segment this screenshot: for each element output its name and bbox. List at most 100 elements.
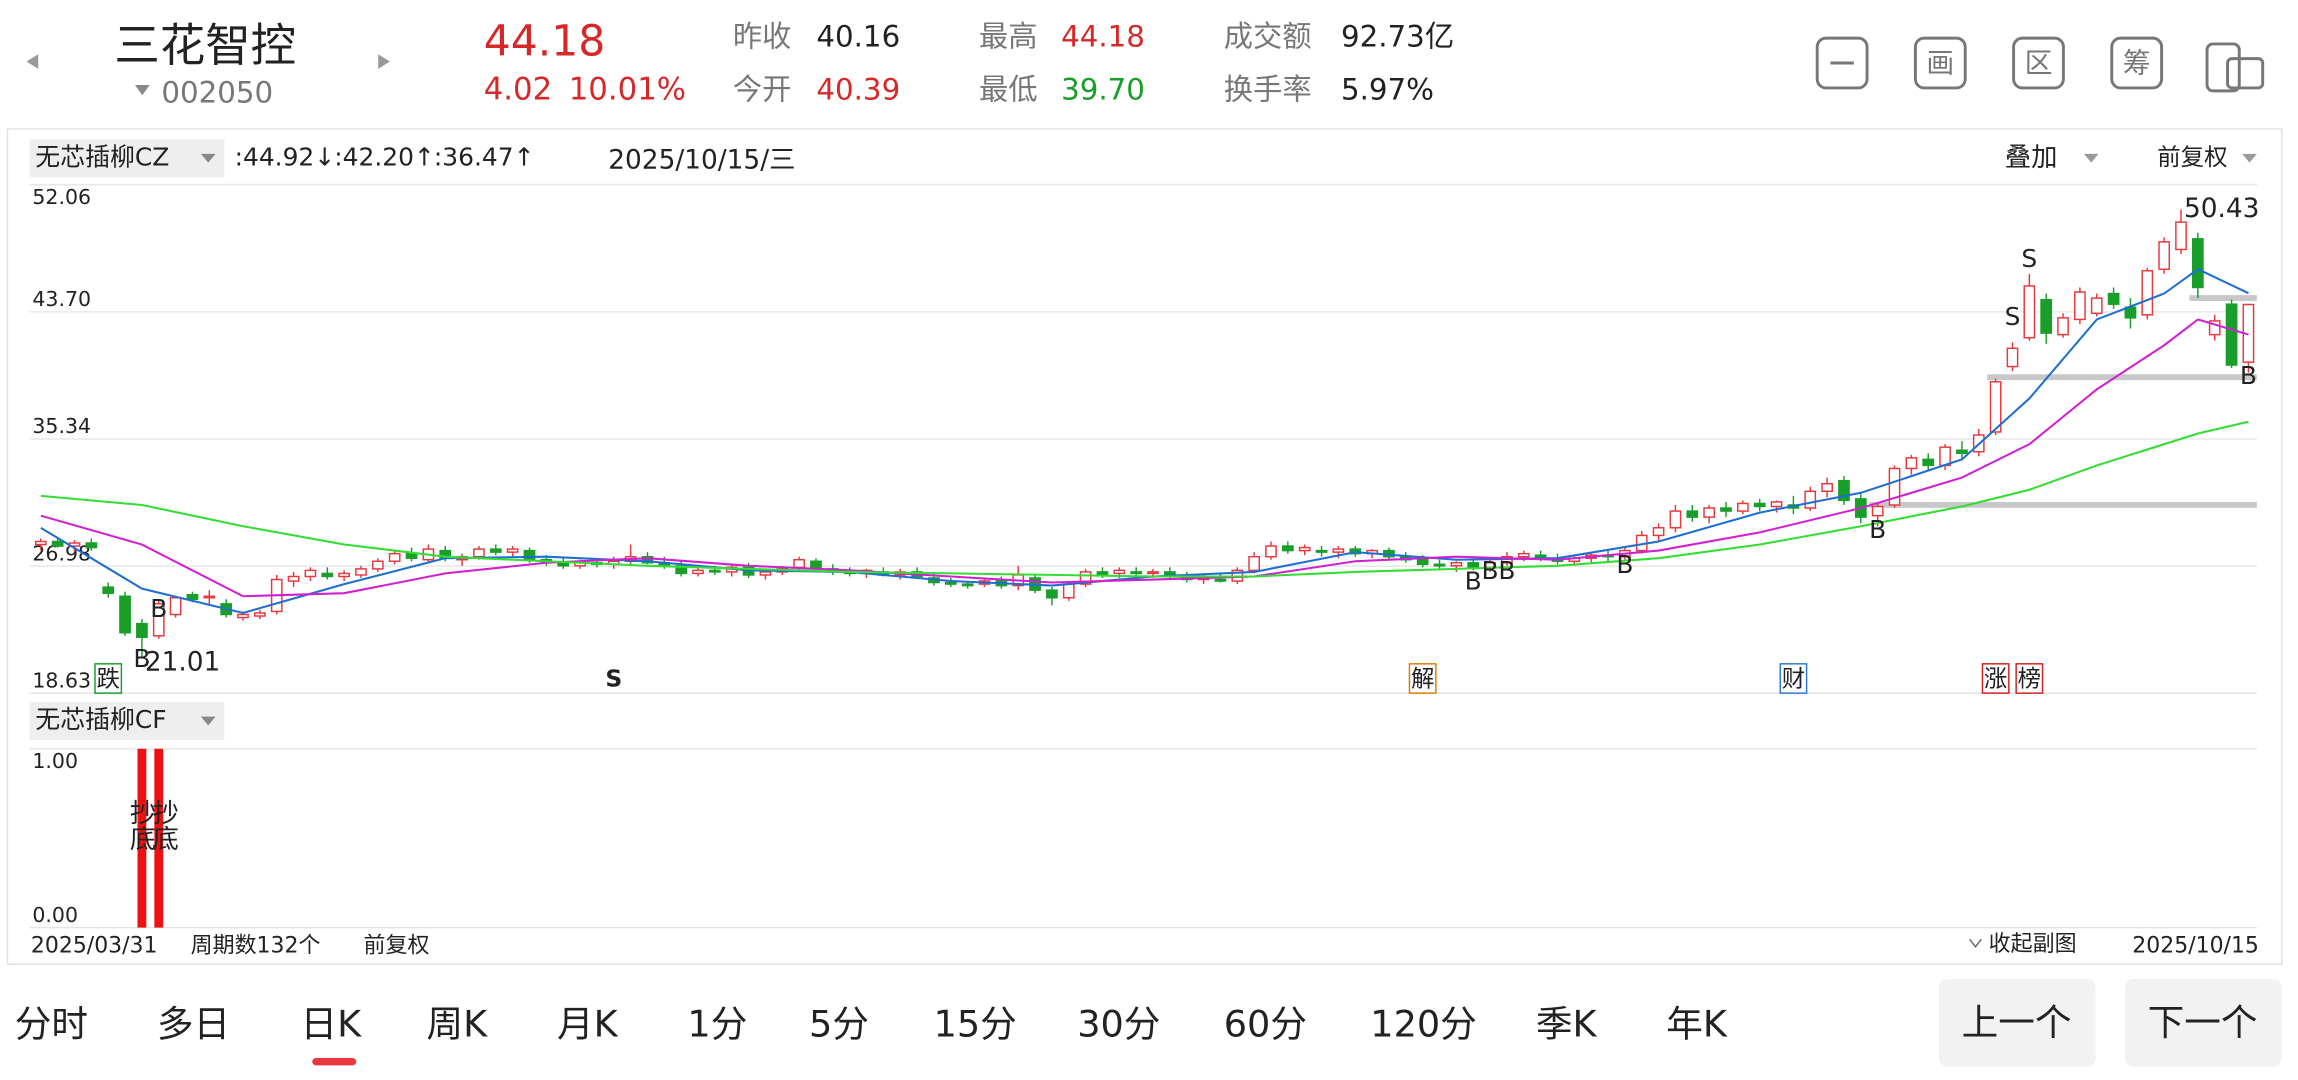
field-value: 39.70: [1061, 72, 1145, 106]
indicator-name: 无芯插柳CF: [35, 705, 166, 734]
candle-body: [1315, 549, 1328, 553]
prev-stock[interactable]: [26, 54, 39, 69]
candle-body: [961, 583, 974, 587]
candle-body: [1703, 507, 1716, 518]
candle-body: [1265, 545, 1277, 558]
period-tab[interactable]: 月K: [557, 1002, 619, 1045]
candle-body: [1669, 510, 1682, 529]
overlay-button[interactable]: 叠加: [2005, 143, 2058, 173]
period-tab[interactable]: 60分: [1224, 1002, 1307, 1045]
candle-body: [1939, 446, 1951, 467]
next-button-bg[interactable]: [2124, 978, 2282, 1067]
dropdown: [2083, 153, 2099, 163]
candle-body: [709, 569, 721, 573]
dropdown: [2242, 153, 2257, 163]
indicator-selector[interactable]: [29, 701, 225, 741]
candle-body: [2208, 320, 2221, 336]
candle-body: [371, 560, 384, 570]
candle-body: [1046, 589, 1058, 599]
candle-body: [2191, 238, 2204, 289]
indicator-selector[interactable]: [29, 139, 225, 178]
signal: B: [150, 594, 167, 623]
prev-button[interactable]: 上一个: [1962, 1001, 2072, 1044]
candle-body: [51, 540, 64, 547]
candle-body: [473, 548, 485, 558]
event-tag[interactable]: 榜: [2018, 664, 2041, 692]
draw-button[interactable]: [1913, 36, 1967, 90]
candle-body: [2040, 298, 2053, 334]
candle-body: [1062, 583, 1075, 599]
candle-body: [254, 612, 266, 617]
dropdown[interactable]: [134, 84, 150, 96]
candle-body: [1922, 458, 1935, 467]
candle-body: [287, 575, 300, 582]
next-stock[interactable]: [378, 54, 390, 69]
candle-body: [2023, 285, 2036, 339]
candle-body: [944, 581, 957, 585]
candle-body: [557, 562, 570, 567]
dropdown: [200, 153, 216, 163]
event-tag[interactable]: 涨: [1984, 664, 2007, 692]
candle-body: [1905, 457, 1918, 470]
event-tag[interactable]: 跌: [96, 664, 119, 692]
period-tab[interactable]: 5分: [809, 1002, 869, 1045]
period-tab[interactable]: 多日: [157, 1002, 230, 1045]
candle-body: [1956, 449, 1968, 454]
bar-label: 抄底: [124, 799, 155, 852]
change-pct: 10.01%: [569, 71, 686, 107]
field-label: 最低: [979, 72, 1038, 106]
period-tab[interactable]: 分时: [15, 1002, 88, 1045]
event-tag[interactable]: 解: [1411, 664, 1434, 692]
full-screen-button[interactable]: [1815, 36, 1869, 90]
period-tab[interactable]: 15分: [934, 1002, 1017, 1045]
candle-body: [85, 542, 98, 549]
y-tick-label: 35.34: [32, 414, 91, 438]
y-tick-label: 18.63: [32, 668, 91, 692]
price-annotation: 21.01: [145, 647, 220, 677]
toolbar: [1815, 36, 2265, 93]
tab-underline: [312, 1058, 357, 1066]
candle-body: [1888, 467, 1901, 506]
legend-entry: :42.20↑: [334, 142, 435, 171]
signal: B: [1616, 550, 1633, 579]
event-tag[interactable]: S: [605, 664, 622, 692]
field-value: 40.16: [816, 20, 900, 54]
field-label: 成交额: [1224, 20, 1312, 54]
next-button[interactable]: 下一个: [2148, 1001, 2258, 1044]
period-tab[interactable]: 30分: [1077, 1002, 1160, 1045]
signal-bar: [154, 748, 164, 928]
price-annotation: 50.43: [2184, 194, 2259, 224]
event-tag[interactable]: 财: [1782, 664, 1805, 692]
field-value: 40.39: [816, 72, 900, 106]
event-tag-box: [94, 663, 123, 694]
period-tab[interactable]: 周K: [427, 1002, 489, 1045]
period-tab[interactable]: 日K: [301, 1002, 363, 1045]
candle-body: [1736, 502, 1749, 512]
range-button[interactable]: [2012, 36, 2065, 90]
field-label: 换手率: [1224, 72, 1312, 106]
candle-body: [641, 555, 654, 564]
period-tab[interactable]: 1分: [687, 1002, 747, 1045]
period-tab[interactable]: 季K: [1536, 1002, 1598, 1045]
ma-line: [40, 268, 2249, 615]
change: 4.02: [484, 71, 553, 107]
period-tab[interactable]: 年K: [1666, 1002, 1728, 1045]
toolbar-label: 画: [1926, 46, 1954, 79]
prev-button-bg[interactable]: [1938, 978, 2096, 1067]
collapse-button[interactable]: 收起副图: [1989, 932, 2077, 957]
candle-body: [102, 586, 115, 594]
adjust-button[interactable]: 前复权: [2157, 143, 2227, 171]
candle-body: [1079, 571, 1092, 585]
rotate-button[interactable]: [2205, 42, 2241, 93]
candle-body: [692, 569, 704, 575]
chips-button[interactable]: [2110, 36, 2164, 90]
y-tick-label: 52.06: [32, 185, 91, 209]
candle-body: [186, 593, 199, 601]
candle-body: [1770, 501, 1783, 508]
field-label: 今开: [733, 72, 792, 106]
period-tab[interactable]: 120分: [1370, 1002, 1477, 1045]
candle-body: [1652, 527, 1665, 537]
signal: S: [2005, 302, 2021, 331]
candle-body: [793, 559, 805, 569]
